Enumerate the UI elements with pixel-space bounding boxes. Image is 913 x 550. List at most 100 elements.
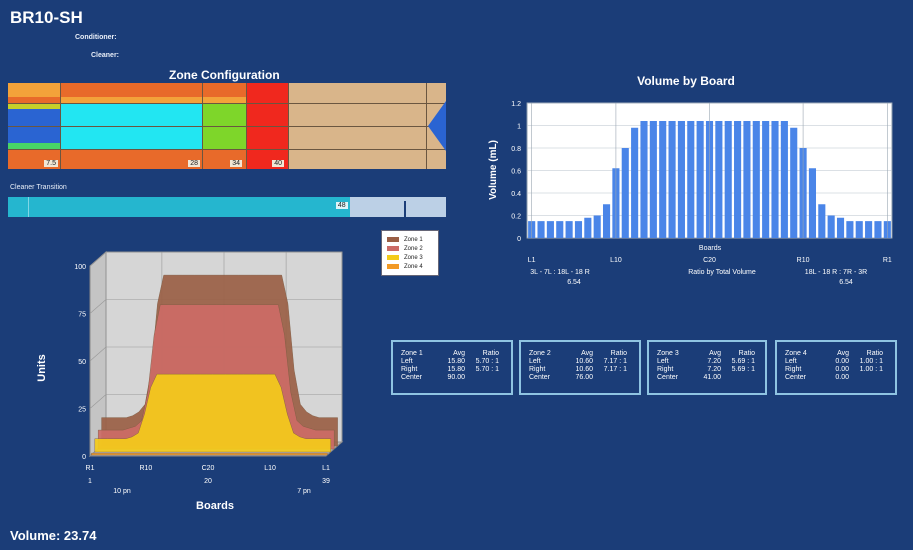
- panel-ratio-value: 5.70 : 1: [475, 366, 499, 373]
- panel-avg-header: Avg: [709, 350, 721, 357]
- volume-bar: [677, 121, 685, 238]
- x-tick-label: C20: [703, 257, 716, 264]
- legend-item: Zone 3: [382, 253, 438, 262]
- volume-left-value: 6.54: [567, 279, 581, 286]
- zone-config-title: Zone Configuration: [169, 68, 280, 82]
- zone-marker-2: 28: [188, 160, 200, 167]
- volume-bar: [752, 121, 760, 238]
- zone-stats-panel: Zone 2 Avg Ratio Left 10.60 7.17 : 1 Right 10.6…: [519, 340, 641, 395]
- panel-ratio-value: 1.00 : 1: [859, 358, 883, 365]
- x-tick-label: L1: [322, 465, 330, 472]
- volume-bar: [724, 121, 732, 238]
- y-tick-label: 100: [74, 264, 86, 271]
- cleaner-transition-bar[interactable]: 48: [8, 197, 446, 219]
- panel-row-label: Left: [785, 358, 797, 365]
- volume-bar: [546, 221, 554, 238]
- volume-bar: [743, 121, 751, 238]
- x-tick-label: C20: [202, 465, 215, 472]
- x-tick-label: L1: [528, 257, 536, 264]
- conditioner-label: Conditioner:: [75, 34, 117, 41]
- y-tick-label: 0: [517, 236, 521, 243]
- zone-config-strip[interactable]: 7.5 28 34 40: [8, 83, 446, 169]
- volume-bar: [574, 221, 583, 238]
- volume-bar: [818, 204, 826, 238]
- area-series-4: [91, 452, 328, 456]
- panel-row-label: Right: [401, 366, 418, 373]
- y-tick-label: 0: [82, 454, 86, 461]
- volume-bar: [865, 221, 873, 238]
- units-chart-ylabel: Units: [36, 354, 48, 382]
- x-number-label: 39: [322, 478, 330, 485]
- x-number-label: 20: [204, 478, 212, 485]
- x-tick-label: L10: [610, 257, 622, 264]
- legend-item: Zone 1: [382, 235, 438, 244]
- volume-chart-ylabel: Volume (mL): [488, 140, 499, 200]
- volume-bar: [780, 121, 788, 238]
- zone-pointer-icon: [428, 101, 446, 151]
- panel-row-label: Left: [401, 358, 413, 365]
- volume-bar: [687, 121, 695, 238]
- legend-swatch: [387, 246, 399, 251]
- panel-zone-title: Zone 1: [401, 350, 423, 357]
- volume-bar: [537, 221, 545, 238]
- panel-avg-header: Avg: [453, 350, 465, 357]
- x-tick-label: L10: [264, 465, 276, 472]
- volume-bar: [556, 221, 564, 238]
- y-tick-label: 25: [78, 407, 86, 414]
- y-tick-label: 0.8: [511, 146, 521, 153]
- volume-bar: [836, 217, 845, 238]
- panel-row-label: Center: [401, 374, 423, 381]
- volume-bar: [621, 148, 629, 238]
- legend-swatch: [387, 264, 399, 269]
- panel-ratio-value: 1.00 : 1: [859, 366, 883, 373]
- panel-avg-value: 10.60: [575, 366, 593, 373]
- volume-left-ratio: 3L - 7L : 18L - 18 R: [530, 269, 590, 276]
- panel-avg-value: 0.00: [835, 374, 849, 381]
- cleaner-label: Cleaner:: [91, 52, 120, 59]
- volume-right-value: 6.54: [839, 279, 853, 286]
- panel-avg-header: Avg: [581, 350, 593, 357]
- y-tick-label: 0.6: [511, 169, 521, 176]
- x-tick-label: R10: [139, 465, 152, 472]
- x-tick-label: R10: [797, 257, 810, 264]
- zone-marker-4: 40: [272, 160, 284, 167]
- volume-bar: [855, 221, 863, 238]
- panel-avg-value: 7.20: [707, 358, 721, 365]
- panel-row-label: Center: [785, 374, 807, 381]
- units-3d-chart[interactable]: Units Boards 10 pn 7 pn 0 25 50 75 100 R1 R10 C…: [30, 236, 360, 516]
- panel-avg-value: 10.60: [575, 358, 593, 365]
- volume-bar: [640, 121, 648, 238]
- panel-ratio-value: 5.70 : 1: [475, 358, 499, 365]
- volume-bar: [762, 121, 770, 238]
- gridline: [89, 394, 107, 409]
- volume-bar: [659, 121, 667, 238]
- volume-by-board-chart[interactable]: Volume by Board Volume (mL) Boards Ratio…: [480, 68, 900, 298]
- page-title: BR10-SH: [10, 8, 83, 27]
- panel-avg-value: 15.80: [447, 366, 465, 373]
- units-chart-xlabel: Boards: [196, 500, 234, 512]
- gridline: [89, 251, 107, 267]
- area-series-3: [94, 373, 331, 453]
- x-tick-label: R1: [86, 465, 95, 472]
- volume-bar: [808, 168, 817, 238]
- volume-bar: [734, 121, 742, 238]
- panel-ratio-header: Ratio: [738, 350, 755, 357]
- legend-item: Zone 2: [382, 244, 438, 253]
- volume-bar: [846, 221, 854, 238]
- y-tick-label: 1: [517, 124, 521, 131]
- volume-bar: [631, 127, 639, 238]
- volume-right-ratio: 18L - 18 R : 7R - 3R: [805, 269, 867, 276]
- panel-zone-title: Zone 3: [657, 350, 679, 357]
- x-tick-label: R1: [883, 257, 892, 264]
- x-number-label: 1: [88, 478, 92, 485]
- volume-bar: [696, 121, 704, 238]
- panel-row-label: Left: [529, 358, 541, 365]
- volume-chart-title: Volume by Board: [637, 74, 735, 88]
- gridline: [89, 346, 107, 362]
- panel-avg-value: 90.00: [447, 374, 465, 381]
- volume-bar: [771, 121, 779, 238]
- panel-zone-title: Zone 2: [529, 350, 551, 357]
- volume-bar: [790, 127, 798, 238]
- zone-stats-panel: Zone 3 Avg Ratio Left 7.20 5.69 : 1 Right 7.20 5…: [647, 340, 767, 395]
- y-tick-label: 0.4: [511, 191, 521, 198]
